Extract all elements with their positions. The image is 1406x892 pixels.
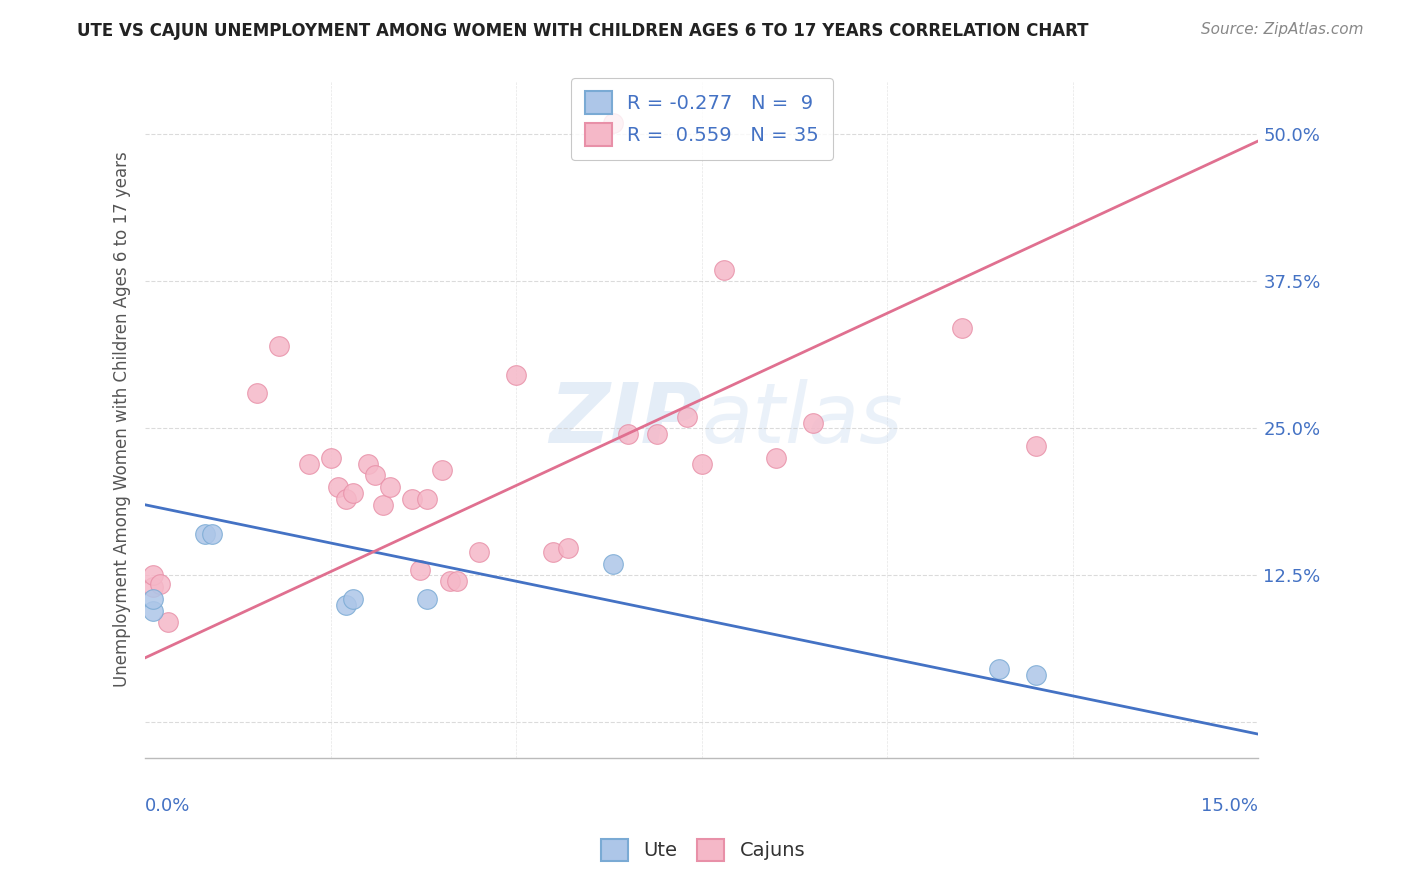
Point <box>950 321 973 335</box>
Point <box>328 480 350 494</box>
Point <box>713 262 735 277</box>
Point <box>194 527 217 541</box>
Point <box>1025 668 1047 682</box>
Point <box>409 562 432 576</box>
Point <box>416 591 439 606</box>
Text: Source: ZipAtlas.com: Source: ZipAtlas.com <box>1201 22 1364 37</box>
Point <box>335 598 357 612</box>
Point <box>430 462 453 476</box>
Legend: Ute, Cajuns: Ute, Cajuns <box>593 830 813 869</box>
Point <box>602 557 624 571</box>
Point <box>557 541 579 556</box>
Text: atlas: atlas <box>702 379 904 460</box>
Text: 15.0%: 15.0% <box>1202 797 1258 814</box>
Point <box>505 368 527 383</box>
Point <box>676 409 699 424</box>
Point <box>246 386 269 401</box>
Text: 0.0%: 0.0% <box>145 797 191 814</box>
Point <box>297 457 319 471</box>
Point <box>468 545 491 559</box>
Point <box>201 527 224 541</box>
Point <box>319 450 342 465</box>
Point <box>690 457 713 471</box>
Point <box>156 615 179 630</box>
Point <box>142 604 165 618</box>
Point <box>602 115 624 129</box>
Point <box>801 416 824 430</box>
Point <box>616 427 638 442</box>
Point <box>371 498 394 512</box>
Legend: R = -0.277   N =  9, R =  0.559   N = 35: R = -0.277 N = 9, R = 0.559 N = 35 <box>571 78 832 160</box>
Point <box>765 450 787 465</box>
Point <box>647 427 669 442</box>
Point <box>446 574 468 589</box>
Point <box>1025 439 1047 453</box>
Point <box>987 663 1010 677</box>
Y-axis label: Unemployment Among Women with Children Ages 6 to 17 years: Unemployment Among Women with Children A… <box>114 152 131 688</box>
Text: ZIP: ZIP <box>550 379 702 460</box>
Point <box>342 486 364 500</box>
Point <box>357 457 380 471</box>
Point <box>142 591 165 606</box>
Point <box>342 591 364 606</box>
Point <box>267 339 290 353</box>
Point <box>416 491 439 506</box>
Point <box>149 576 172 591</box>
Text: UTE VS CAJUN UNEMPLOYMENT AMONG WOMEN WITH CHILDREN AGES 6 TO 17 YEARS CORRELATI: UTE VS CAJUN UNEMPLOYMENT AMONG WOMEN WI… <box>77 22 1088 40</box>
Point <box>335 491 357 506</box>
Point <box>401 491 423 506</box>
Point <box>439 574 461 589</box>
Point <box>364 468 387 483</box>
Point <box>142 568 165 582</box>
Point <box>142 580 165 594</box>
Point <box>380 480 402 494</box>
Point <box>543 545 565 559</box>
